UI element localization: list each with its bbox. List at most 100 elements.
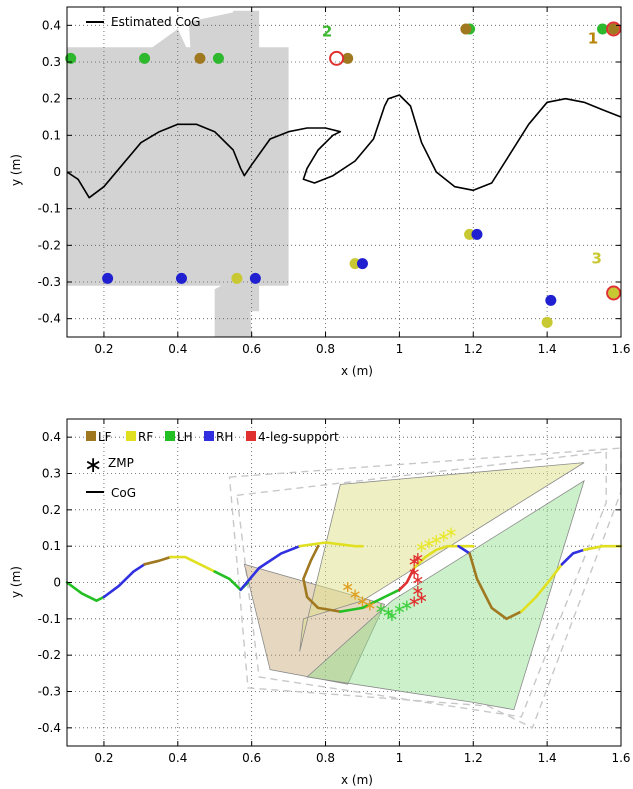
y-tick-label-3: 0.1 [42, 128, 61, 142]
y-tick-label-8: -0.4 [38, 721, 61, 735]
x-axis-label: x (m) [341, 364, 373, 378]
y-tick-label-4: 0 [53, 576, 61, 590]
foothold-lh-0 [65, 52, 77, 64]
y-axis-label: y (m) [9, 566, 23, 598]
legend-swatch-rh [204, 431, 214, 441]
legend-swatch-lf [86, 431, 96, 441]
x-tick-label-0: 0.2 [94, 342, 113, 356]
zmp-point-3: ∗ [363, 595, 376, 614]
stepping-stone-0 [67, 47, 289, 286]
legend-label-4leg: 4-leg-support [258, 430, 339, 444]
zmp-point-14: ∗ [415, 537, 428, 556]
cog-segment-rh-14 [560, 548, 586, 566]
legend-label-cog: CoG [111, 486, 136, 500]
foothold-rh-4 [471, 228, 483, 240]
x-tick-label-7: 1.6 [611, 751, 630, 765]
zmp-point-10: ∗ [407, 563, 420, 582]
zmp-point-19: ∗ [415, 588, 428, 607]
zmp-points: ∗∗∗∗∗∗∗∗∗∗∗∗∗∗∗∗∗∗∗∗∗ [341, 523, 458, 626]
legend-swatch-rf [126, 431, 136, 441]
support-outline-0 [228, 447, 622, 729]
x-tick-label-4: 1 [396, 751, 404, 765]
foothold-ring-2 [606, 285, 622, 301]
zmp-point-11: ∗ [411, 570, 424, 589]
bottom-chart: ∗∗∗∗∗∗∗∗∗∗∗∗∗∗∗∗∗∗∗∗∗ 0.2 0.4 0.6 0.8 1 1.2 1.… [9, 418, 631, 787]
annotation-2: 3 [591, 250, 601, 268]
foothold-ring-0 [329, 50, 345, 66]
legend-label-rh: RH [216, 430, 233, 444]
foothold-lf-1 [342, 52, 354, 64]
annotation-0: 1 [588, 30, 598, 48]
y-tick-label-5: -0.1 [38, 202, 61, 216]
foothold-lf-0 [194, 52, 206, 64]
y-tick-label-5: -0.1 [38, 612, 61, 626]
foothold-rh-3 [356, 258, 368, 270]
zmp-point-7: ∗ [393, 599, 406, 618]
y-tick-label-7: -0.3 [38, 685, 61, 699]
foothold-lf-2 [460, 23, 472, 35]
stepping-stone-3 [229, 10, 260, 70]
zmp-point-18: ∗ [444, 523, 457, 542]
cog-segment-lf-2 [143, 555, 172, 566]
foothold-rh-2 [249, 272, 261, 284]
x-tick-label-7: 1.6 [611, 342, 630, 356]
cog-segment-rf-6 [298, 541, 364, 548]
legend: Estimated CoG [86, 15, 200, 29]
foothold-rf-3 [541, 316, 553, 328]
stepping-stone-1 [137, 29, 200, 106]
y-axis-label: y (m) [9, 154, 23, 186]
zmp-point-16: ∗ [430, 530, 443, 549]
stepping-stone-2 [188, 10, 241, 88]
support-polygons [243, 462, 585, 711]
legend-entry-cog: Estimated CoG [111, 15, 200, 29]
x-tick-label-3: 0.8 [316, 751, 335, 765]
x-tick-label-3: 0.8 [316, 342, 335, 356]
support-outlines [228, 447, 622, 729]
zmp-point-15: ∗ [422, 534, 435, 553]
zmp-point-9: ∗ [407, 592, 420, 611]
foothold-rh-5 [545, 294, 557, 306]
foothold-lh-1 [139, 52, 151, 64]
zmp-point-4: ∗ [374, 599, 387, 618]
x-tick-label-4: 1 [396, 342, 404, 356]
legend-label-lh: LH [177, 430, 193, 444]
stepping-stones [67, 10, 289, 337]
x-tick-label-2: 0.6 [242, 342, 261, 356]
x-tick-label-1: 0.4 [168, 751, 187, 765]
legend-label-rf: RF [138, 430, 153, 444]
y-tick-label-6: -0.2 [38, 238, 61, 252]
cog-segment-rf-10 [412, 544, 475, 570]
tick-labels: 0.2 0.4 0.6 0.8 1 1.2 1.4 1.6 0.4 0.3 0.2 0.1 0 -0.1 -… [38, 18, 631, 356]
zmp-point-0: ∗ [341, 577, 354, 596]
y-tick-label-2: 0.2 [42, 92, 61, 106]
zmp-point-13: ∗ [411, 548, 424, 567]
annotations: 1 2 3 [322, 22, 602, 267]
cog-segment-rh-1 [102, 562, 146, 599]
annotation-1: 2 [322, 22, 332, 40]
legend: LF RF LH RH 4-leg-support ∗ ZMP CoG [84, 430, 339, 500]
zmp-point-6: ∗ [385, 606, 398, 625]
zmp-point-20: ∗ [411, 581, 424, 600]
stepping-stone-4 [140, 201, 193, 275]
x-tick-label-2: 0.6 [242, 751, 261, 765]
axes-frame [66, 418, 622, 747]
x-axis-label: x (m) [341, 773, 373, 787]
cog-segment-lf-12 [468, 552, 523, 621]
legend-swatch-lh [165, 431, 175, 441]
zmp-point-17: ∗ [437, 526, 450, 545]
y-tick-label-4: 0 [53, 165, 61, 179]
axes-frame [66, 6, 622, 338]
stepping-stone-6 [214, 271, 252, 337]
y-tick-label-1: 0.3 [42, 467, 61, 481]
y-tick-label-6: -0.2 [38, 648, 61, 662]
y-tick-label-2: 0.2 [42, 503, 61, 517]
x-tick-label-1: 0.4 [168, 342, 187, 356]
y-tick-label-8: -0.4 [38, 312, 61, 326]
support-polygon-2 [306, 479, 585, 711]
y-tick-label-0: 0.4 [42, 18, 61, 32]
support-outline-1 [236, 450, 607, 718]
cog-segment-rh-5 [239, 544, 302, 592]
cog-segment-rf-15 [582, 544, 623, 552]
cog-segment-rh-11 [457, 544, 471, 555]
